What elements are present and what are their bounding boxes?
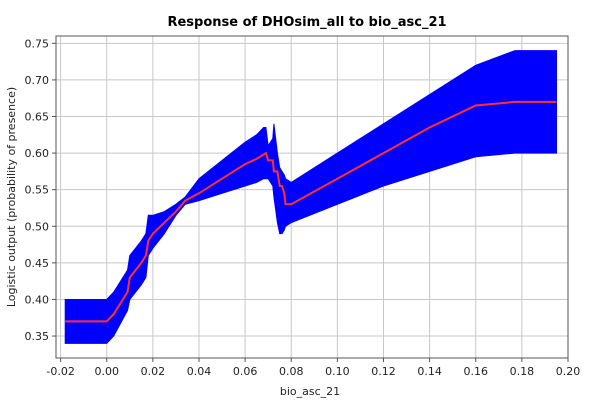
y-tick-label: 0.60 bbox=[25, 147, 50, 160]
x-tick-label: 0.12 bbox=[371, 365, 396, 378]
chart-title: Response of DHOsim_all to bio_asc_21 bbox=[167, 15, 446, 30]
x-axis-label: bio_asc_21 bbox=[280, 385, 340, 398]
x-tick-label: 0.18 bbox=[510, 365, 535, 378]
x-tick-label: 0.02 bbox=[141, 365, 166, 378]
x-tick-label: 0.20 bbox=[556, 365, 581, 378]
x-tick-label: 0.08 bbox=[279, 365, 304, 378]
y-tick-label: 0.35 bbox=[25, 330, 50, 343]
plot-frame bbox=[55, 35, 569, 359]
y-tick-label: 0.50 bbox=[25, 220, 50, 233]
confidence-band-layer bbox=[64, 50, 557, 344]
y-tick-label: 0.75 bbox=[25, 37, 50, 50]
y-tick-label: 0.70 bbox=[25, 74, 50, 87]
y-axis-ticks: 0.35 0.40 0.45 0.50 0.55 0.60 0.65 0.70 0.75 bbox=[25, 37, 56, 343]
x-tick-label: 0.10 bbox=[325, 365, 350, 378]
y-axis-label: Logistic output (probability of presence… bbox=[5, 87, 18, 307]
x-tick-label: 0.06 bbox=[233, 365, 258, 378]
mean-response-line bbox=[65, 100, 557, 323]
y-tick-label: 0.45 bbox=[25, 257, 50, 270]
x-tick-label: 0.16 bbox=[463, 365, 488, 378]
confidence-band bbox=[64, 50, 557, 344]
x-tick-label: 0.04 bbox=[187, 365, 212, 378]
x-tick-label: -0.02 bbox=[46, 365, 74, 378]
y-tick-label: 0.65 bbox=[25, 111, 50, 124]
x-axis-ticks: -0.02 0.00 0.02 0.04 0.06 0.08 0.10 0.12 0.14 0.1… bbox=[46, 358, 580, 378]
x-tick-label: 0.00 bbox=[94, 365, 119, 378]
x-tick-label: 0.14 bbox=[417, 365, 442, 378]
mean-response-layer bbox=[65, 100, 557, 323]
y-tick-label: 0.40 bbox=[25, 293, 50, 306]
y-tick-label: 0.55 bbox=[25, 184, 50, 197]
